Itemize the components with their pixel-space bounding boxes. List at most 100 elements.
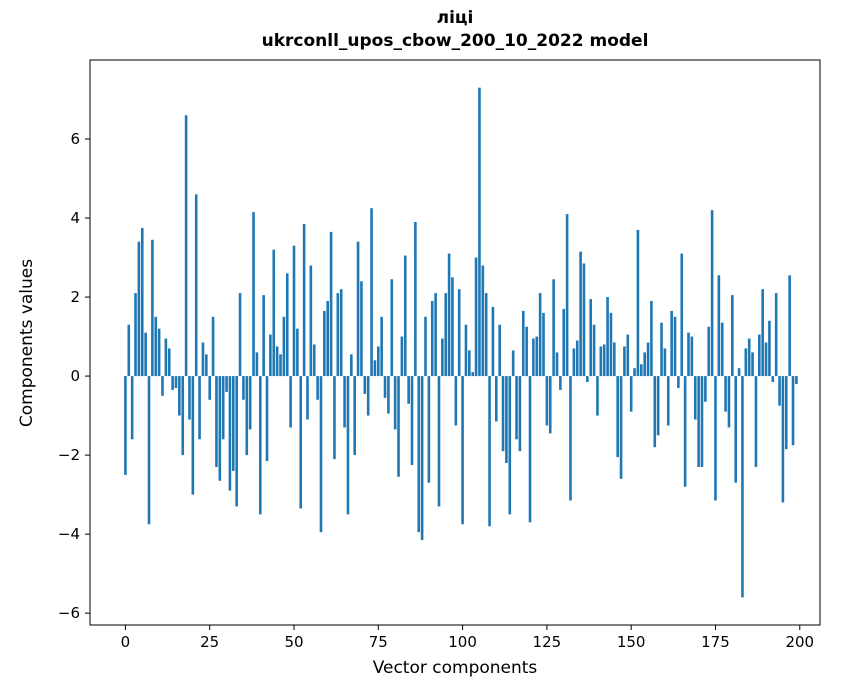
- bar: [528, 376, 532, 523]
- bar: [208, 376, 211, 400]
- bar: [319, 376, 323, 533]
- bar: [366, 376, 370, 416]
- bar: [275, 346, 279, 377]
- bar: [464, 324, 468, 377]
- bar: [495, 376, 498, 422]
- bar: [437, 376, 441, 507]
- bar: [248, 376, 252, 430]
- y-tick-label: −4: [58, 525, 80, 543]
- bar: [285, 273, 289, 377]
- bar: [289, 376, 292, 428]
- bar: [144, 332, 147, 377]
- bar: [269, 334, 272, 377]
- y-tick-label: 2: [70, 288, 80, 306]
- bar: [309, 265, 313, 377]
- bar: [548, 376, 552, 434]
- bar: [430, 301, 434, 377]
- bar: [498, 324, 501, 377]
- bar: [434, 293, 437, 377]
- bar: [397, 376, 400, 477]
- bar: [552, 279, 555, 377]
- bar: [751, 352, 754, 377]
- bar: [592, 324, 596, 377]
- bar: [535, 336, 539, 377]
- bar: [420, 376, 424, 541]
- bar: [265, 376, 269, 462]
- y-tick-label: −2: [58, 446, 80, 464]
- bar: [724, 376, 727, 412]
- bar: [761, 289, 764, 377]
- bar: [737, 368, 741, 377]
- bar: [201, 342, 205, 377]
- bar: [693, 376, 697, 420]
- bar: [198, 376, 201, 440]
- bar: [235, 376, 238, 507]
- bar: [488, 376, 491, 527]
- bar: [720, 322, 724, 377]
- bar: [353, 376, 356, 456]
- bar: [127, 324, 131, 377]
- bar: [167, 348, 171, 377]
- bar: [181, 376, 185, 456]
- bar: [211, 316, 215, 377]
- bar: [629, 376, 633, 412]
- bar: [447, 253, 451, 377]
- x-axis-label: Vector components: [372, 658, 538, 678]
- bar: [164, 338, 168, 377]
- bar: [184, 115, 188, 377]
- bar: [677, 376, 680, 388]
- bar: [417, 376, 421, 533]
- bar: [697, 376, 700, 467]
- bar: [491, 306, 495, 377]
- bar: [370, 208, 373, 377]
- bar: [403, 255, 407, 377]
- bar: [393, 376, 397, 430]
- bar: [157, 328, 161, 377]
- bar: [171, 376, 174, 390]
- bar: [788, 275, 791, 377]
- bar: [744, 348, 748, 377]
- bar: [414, 221, 417, 377]
- x-tick-label: 150: [617, 633, 646, 651]
- bar: [451, 277, 454, 377]
- bar: [633, 368, 636, 377]
- bar: [279, 354, 282, 377]
- bar: [262, 295, 265, 377]
- x-tick-label: 175: [701, 633, 730, 651]
- bar: [130, 376, 134, 440]
- bar: [147, 376, 151, 525]
- bar: [562, 308, 566, 377]
- bar: [704, 376, 707, 402]
- x-tick-label: 125: [533, 633, 562, 651]
- x-tick-label: 50: [284, 633, 303, 651]
- bar: [623, 346, 626, 377]
- bar: [687, 332, 690, 377]
- bar: [599, 346, 603, 377]
- bar: [387, 376, 390, 414]
- bar: [299, 376, 303, 509]
- bar: [511, 350, 515, 377]
- bar: [410, 376, 414, 465]
- bar: [336, 293, 340, 377]
- bar: [228, 376, 232, 491]
- bar: [194, 194, 198, 377]
- bar: [484, 293, 488, 377]
- bar: [323, 310, 326, 377]
- bar: [660, 322, 663, 377]
- bar: [441, 338, 444, 377]
- bar: [481, 265, 485, 377]
- bar: [650, 301, 653, 377]
- bar: [569, 376, 572, 501]
- bar: [373, 360, 377, 377]
- bar: [302, 223, 306, 377]
- bar: [343, 376, 346, 428]
- bar: [124, 376, 127, 475]
- bar: [238, 293, 242, 377]
- bar: [565, 214, 569, 377]
- bar: [613, 342, 616, 377]
- bar: [656, 376, 660, 436]
- bar: [525, 326, 528, 377]
- bar: [242, 376, 245, 400]
- bar: [356, 241, 360, 377]
